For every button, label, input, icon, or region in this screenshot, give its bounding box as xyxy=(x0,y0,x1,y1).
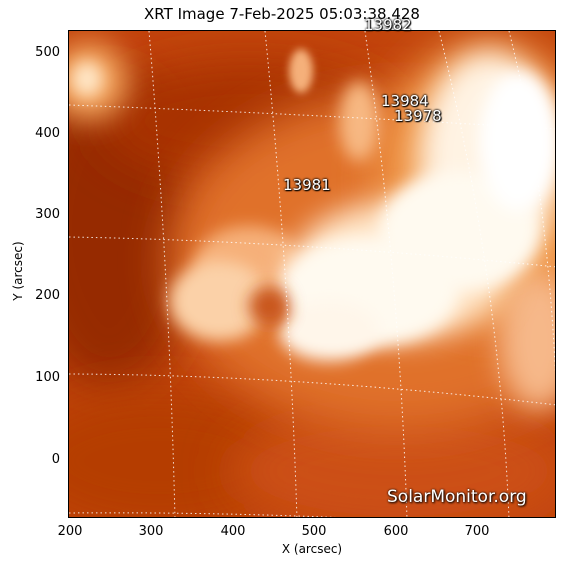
mid-region-bottom xyxy=(229,411,555,517)
ytick-label: 500 xyxy=(35,45,60,60)
bright-spot-top-left xyxy=(71,61,103,97)
ytick-label: 300 xyxy=(35,207,60,222)
xtick-label: 300 xyxy=(138,524,164,539)
ytick-label: 200 xyxy=(35,288,60,303)
dark-void xyxy=(249,286,289,326)
xrt-solar-image xyxy=(69,31,555,517)
region-label-13978: 13978 xyxy=(394,107,442,125)
core-bright-right xyxy=(479,71,555,211)
xtick-label: 400 xyxy=(220,524,246,539)
x-axis-label: X (arcsec) xyxy=(281,542,343,556)
loop-left-bright xyxy=(169,261,269,341)
loop-upper xyxy=(339,81,379,161)
solar-image-plot xyxy=(68,30,556,518)
grid-latitude-line xyxy=(69,373,555,406)
y-axis-label: Y (arcsec) xyxy=(11,241,25,301)
grid-longitude-line xyxy=(364,31,408,517)
region-label-13982: 13982 xyxy=(364,16,412,34)
solarmonitor-watermark: SolarMonitor.org xyxy=(387,487,527,507)
grid-latitude-line xyxy=(69,236,555,268)
region-label-13984: 13984 xyxy=(381,92,429,110)
core-lower xyxy=(279,301,379,361)
xtick-label: 600 xyxy=(383,524,409,539)
loop-top xyxy=(289,49,313,93)
xtick-label: 200 xyxy=(57,524,83,539)
ytick-label: 100 xyxy=(35,370,60,385)
grid-longitude-line xyxy=(438,31,510,517)
ytick-label: 0 xyxy=(51,452,60,467)
heliographic-grid xyxy=(69,31,555,517)
image-title: XRT Image 7-Feb-2025 05:03:38.428 xyxy=(144,5,420,23)
loop-right-edge xyxy=(499,271,555,411)
xtick-label: 700 xyxy=(464,524,490,539)
ytick-label: 400 xyxy=(35,126,60,141)
grid-longitude-line xyxy=(508,31,555,373)
xtick-label: 500 xyxy=(301,524,327,539)
region-label-13981: 13981 xyxy=(283,176,331,194)
